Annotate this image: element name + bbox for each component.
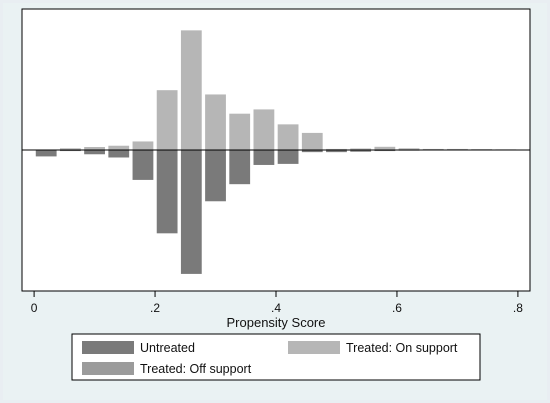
x-tick-label-2: .4: [271, 301, 281, 315]
legend-label-1: Treated: On support: [346, 341, 458, 355]
bar-series0-bin2: [84, 150, 105, 155]
bar-series0-bin14: [374, 150, 396, 152]
bar-series1-bin4: [132, 141, 154, 150]
bar-series1-bin6: [180, 30, 202, 150]
bar-series1-bin9: [253, 109, 275, 150]
bar-series0-bin1: [59, 150, 81, 152]
bar-series0-bin9: [253, 150, 275, 165]
bar-series0-bin4: [132, 150, 154, 180]
x-tick-label-1: .2: [150, 301, 160, 315]
legend-box: [71, 333, 481, 381]
bar-series1-bin2: [84, 147, 105, 150]
x-tick-label-0: 0: [31, 301, 38, 315]
legend-swatch-0: [82, 341, 134, 354]
x-axis: 0 .2 .4 .6 .8: [31, 291, 523, 315]
bar-series0-bin0: [35, 150, 57, 157]
bar-series1-bin15: [398, 148, 420, 150]
legend-swatch-1: [288, 341, 340, 354]
bar-series0-bin8: [229, 150, 251, 185]
x-tick-label-3: .6: [392, 301, 402, 315]
bar-series0-bin5: [156, 150, 178, 234]
legend-label-2: Treated: Off support: [140, 362, 252, 376]
bar-series0-bin6: [180, 150, 202, 274]
bar-series1-bin8: [229, 113, 251, 150]
bar-series1-bin14: [374, 146, 396, 150]
x-axis-title: Propensity Score: [227, 315, 326, 330]
bar-series1-bin17: [447, 148, 468, 150]
bar-series1-bin11: [301, 132, 323, 150]
bar-series0-bin11: [301, 150, 323, 153]
legend: Untreated Treated: On support Treated: Off…: [71, 333, 481, 381]
bar-series0-bin13: [350, 150, 372, 152]
bar-series0-bin7: [205, 150, 226, 202]
legend-label-0: Untreated: [140, 341, 195, 355]
bar-series0-bin3: [108, 150, 130, 158]
bars-group: [35, 30, 517, 274]
legend-swatch-2: [82, 362, 134, 375]
bar-series1-bin10: [277, 124, 299, 150]
bar-series1-bin12: [326, 148, 347, 150]
bar-series1-bin5: [156, 90, 178, 150]
bar-series1-bin16: [422, 148, 444, 150]
bar-series0-bin12: [326, 150, 347, 153]
bar-series1-bin7: [205, 94, 226, 150]
bar-series1-bin3: [108, 145, 130, 150]
bar-series1-bin13: [350, 148, 372, 150]
bar-series0-bin10: [277, 150, 299, 164]
bar-series1-bin1: [59, 148, 81, 150]
x-tick-label-4: .8: [513, 301, 523, 315]
